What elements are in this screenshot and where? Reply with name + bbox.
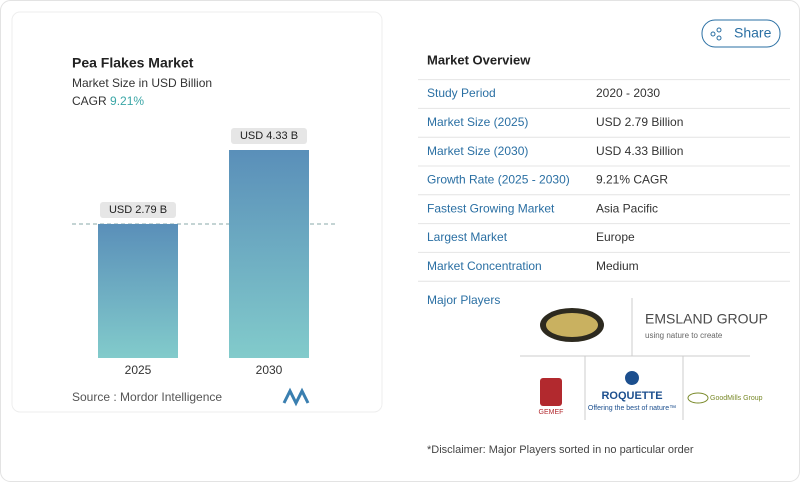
share-label[interactable]: Share (734, 25, 772, 41)
overview-title: Market Overview (427, 52, 531, 67)
row-value: USD 2.79 Billion (596, 115, 683, 129)
emsland-tag: using nature to create (645, 331, 723, 340)
bar (229, 150, 309, 358)
x-tick-label: 2030 (256, 363, 283, 377)
row-label: Study Period (427, 86, 496, 100)
row-label: Market Size (2030) (427, 144, 528, 158)
roquette: ROQUETTE (601, 390, 662, 402)
row-value: USD 4.33 Billion (596, 144, 683, 158)
row-value: Europe (596, 230, 635, 244)
player-logos: EMSLAND GROUP using nature to create GEM… (520, 298, 768, 420)
source: Source : Mordor Intelligence (72, 390, 222, 404)
row-value: 9.21% CAGR (596, 173, 668, 187)
emsland: EMSLAND GROUP (645, 311, 768, 327)
value-label: USD 4.33 B (240, 130, 298, 142)
row-value: Medium (596, 259, 639, 273)
share-button[interactable]: Share (701, 19, 781, 48)
row-label: Fastest Growing Market (427, 201, 555, 215)
row-label: Market Size (2025) (427, 115, 528, 129)
goodmills: GoodMills Group (710, 395, 763, 402)
row-label: Market Concentration (427, 259, 542, 273)
bar (98, 223, 178, 358)
roquette-tag: Offering the best of nature™ (588, 405, 676, 412)
row-value: Asia Pacific (596, 201, 658, 215)
value-label-box (231, 128, 307, 144)
row-value: 2020 - 2030 (596, 86, 660, 100)
x-tick-label: 2025 (125, 363, 152, 377)
chart-card (11, 11, 383, 413)
logo (282, 387, 310, 407)
gemef: GEMEF (539, 409, 564, 416)
disclaimer: *Disclaimer: Major Players sorted in no … (427, 444, 694, 456)
chart-subtitle: Market Size in USD Billion (72, 76, 212, 90)
row-label: Growth Rate (2025 - 2030) (427, 173, 570, 187)
value-label: USD 2.79 B (109, 204, 167, 216)
row-label: Largest Market (427, 230, 508, 244)
chart-title: Pea Flakes Market (72, 55, 194, 71)
value-label-box (100, 201, 176, 218)
players-title: Major Players (427, 293, 500, 307)
cagr-label: CAGR (72, 94, 107, 108)
cagr: CAGR 9.21% (72, 94, 144, 108)
cagr-value: 9.21% (110, 94, 144, 108)
